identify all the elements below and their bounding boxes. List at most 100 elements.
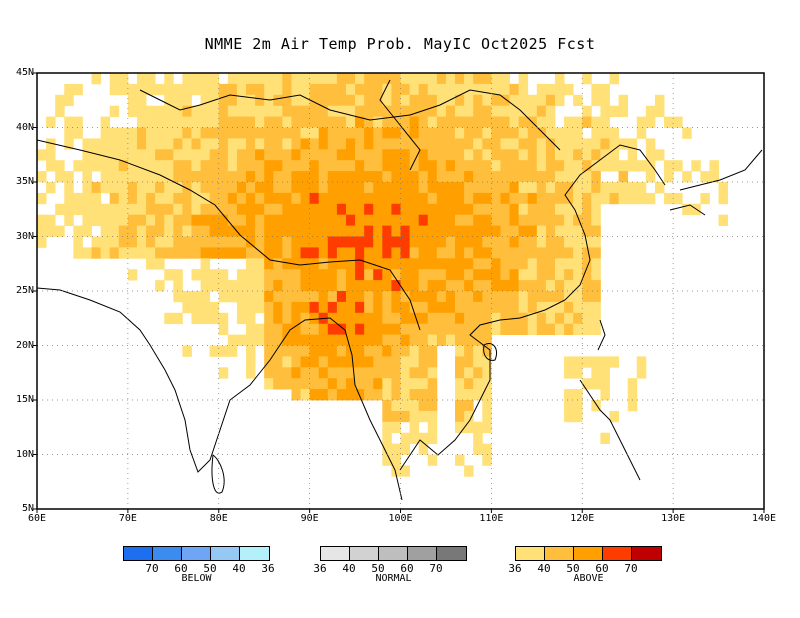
probability-cell xyxy=(427,214,438,226)
probability-cell xyxy=(545,127,556,139)
probability-cell xyxy=(191,291,201,303)
probability-cell xyxy=(564,236,574,248)
probability-cell xyxy=(382,225,392,237)
probability-cell xyxy=(564,410,574,423)
probability-cell xyxy=(318,214,329,226)
probability-cell xyxy=(246,149,256,161)
probability-cell xyxy=(491,247,501,259)
probability-cell xyxy=(482,149,492,161)
probability-cell xyxy=(491,323,501,335)
probability-cell xyxy=(554,149,565,161)
probability-cell xyxy=(173,291,183,303)
probability-cell xyxy=(427,291,438,303)
probability-cell xyxy=(464,225,474,237)
probability-cell xyxy=(136,149,147,161)
probability-cell xyxy=(445,334,456,346)
probability-cell xyxy=(118,160,129,172)
probability-cell xyxy=(136,236,147,248)
probability-cell xyxy=(455,334,465,346)
probability-cell xyxy=(218,323,229,335)
probability-cell xyxy=(191,192,201,205)
probability-cell xyxy=(473,432,483,444)
probability-cell xyxy=(545,323,556,335)
probability-cell xyxy=(273,334,283,346)
probability-cell xyxy=(455,356,465,368)
probability-cell xyxy=(282,323,292,335)
probability-cell xyxy=(345,280,356,292)
probability-cell xyxy=(327,389,338,401)
probability-cell xyxy=(527,127,538,139)
probability-cell xyxy=(391,171,401,183)
probability-cell xyxy=(336,356,347,368)
probability-cell xyxy=(136,138,147,150)
probability-cell xyxy=(155,160,165,172)
probability-cell xyxy=(355,312,365,325)
probability-cell xyxy=(173,192,183,205)
probability-cell xyxy=(164,269,174,281)
probability-cell xyxy=(373,105,383,117)
probability-cell xyxy=(445,203,456,216)
probability-cell xyxy=(182,301,192,314)
probability-cell xyxy=(564,116,574,128)
probability-cell xyxy=(491,269,501,281)
probability-cell xyxy=(273,182,283,194)
probability-cell xyxy=(536,247,547,259)
probability-cell xyxy=(173,149,183,161)
probability-cell xyxy=(582,312,592,325)
probability-cell xyxy=(318,323,329,335)
probability-cell xyxy=(273,94,283,107)
probability-cell xyxy=(218,160,229,172)
probability-cell xyxy=(382,73,392,85)
probability-cell xyxy=(600,105,610,117)
probability-cell xyxy=(382,301,392,314)
probability-cell xyxy=(536,83,547,96)
probability-cell xyxy=(191,236,201,248)
probability-cell xyxy=(182,171,192,183)
probability-cell xyxy=(309,389,320,401)
probability-cell xyxy=(573,160,583,172)
probability-cell xyxy=(618,160,629,172)
probability-cell xyxy=(118,127,129,139)
probability-cell xyxy=(400,432,410,444)
probability-cell xyxy=(591,214,601,226)
probability-cell xyxy=(64,83,74,96)
probability-cell xyxy=(109,83,120,96)
probability-cell xyxy=(482,116,492,128)
probability-cell xyxy=(173,94,183,107)
probability-cell xyxy=(445,83,456,96)
probability-cell xyxy=(327,149,338,161)
probability-cell xyxy=(109,182,120,194)
probability-cell xyxy=(455,225,465,237)
probability-cell xyxy=(164,94,174,107)
probability-cell xyxy=(336,236,347,248)
probability-cell xyxy=(73,247,83,259)
probability-cell xyxy=(518,269,529,281)
probability-cell xyxy=(236,138,247,150)
probability-cell xyxy=(255,247,265,259)
probability-cell xyxy=(309,138,320,150)
legend-swatch xyxy=(379,547,408,560)
probability-cell xyxy=(364,149,374,161)
probability-cell xyxy=(482,203,492,216)
probability-cell xyxy=(246,138,256,150)
probability-cell xyxy=(182,116,192,128)
probability-cell xyxy=(618,94,629,107)
probability-cell xyxy=(382,334,392,346)
probability-cell xyxy=(554,192,565,205)
probability-cell xyxy=(500,138,510,150)
probability-cell xyxy=(345,269,356,281)
probability-cell xyxy=(554,73,565,85)
legend-tick-label: 36 xyxy=(313,562,327,575)
probability-cell xyxy=(373,225,383,237)
probability-cell xyxy=(418,258,429,270)
probability-cell xyxy=(391,192,401,205)
probability-cell xyxy=(400,73,410,85)
probability-cell xyxy=(382,94,392,107)
probability-cell xyxy=(591,258,601,270)
probability-cell xyxy=(682,171,692,183)
probability-cell xyxy=(427,400,438,412)
probability-cell xyxy=(455,73,465,85)
probability-cell xyxy=(636,356,647,368)
probability-cell xyxy=(100,236,111,248)
probability-cell xyxy=(591,192,601,205)
